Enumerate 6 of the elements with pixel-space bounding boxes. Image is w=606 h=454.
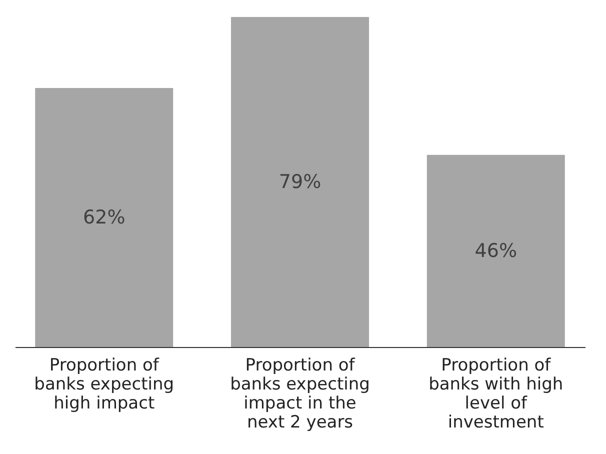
x-tick-label: Proportion of banks expecting high impact	[34, 356, 174, 414]
x-tick-label: Proportion of banks with high level of investment	[428, 356, 564, 432]
data-label: 62%	[83, 206, 126, 229]
x-tick-label: Proportion of banks expecting impact in the next 2 years	[230, 356, 370, 432]
data-label: 46%	[474, 240, 517, 262]
data-label: 79%	[278, 171, 322, 193]
